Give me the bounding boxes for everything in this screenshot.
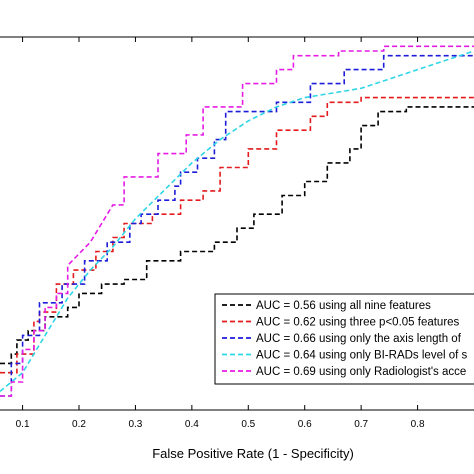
x-tick-label: 0.2 bbox=[72, 419, 86, 430]
tick-layer: 0.1 0.2 0.3 0.4 0.5 0.6 0.7 0.8 bbox=[16, 37, 425, 430]
series-line-4 bbox=[0, 50, 474, 393]
x-tick-label: 0.6 bbox=[298, 419, 312, 430]
legend-label-2: AUC = 0.62 using three p<0.05 features bbox=[256, 317, 460, 329]
x-tick-label: 0.1 bbox=[16, 419, 30, 430]
x-tick-label: 0.8 bbox=[411, 419, 425, 430]
legend-box bbox=[214, 293, 474, 385]
legend-label-4: AUC = 0.64 using only BI-RADs level of s bbox=[256, 350, 467, 362]
x-tick-label: 0.7 bbox=[354, 419, 368, 430]
series-line-5 bbox=[0, 45, 474, 397]
x-tick-label: 0.4 bbox=[185, 419, 199, 430]
x-tick-label: 0.5 bbox=[241, 419, 255, 430]
x-tick-label: 0.3 bbox=[128, 419, 142, 430]
legend-label-1: AUC = 0.56 using all nine features bbox=[256, 300, 431, 312]
legend-label-3: AUC = 0.66 using only the axis length of bbox=[256, 333, 462, 345]
series-line-3 bbox=[0, 54, 474, 397]
x-axis-title: False Positive Rate (1 - Specificity) bbox=[152, 446, 354, 461]
series-layer bbox=[0, 45, 474, 397]
legend-label-5: AUC = 0.69 using only Radiologist's acce bbox=[256, 366, 466, 378]
legend: AUC = 0.56 using all nine features AUC = … bbox=[214, 293, 474, 385]
